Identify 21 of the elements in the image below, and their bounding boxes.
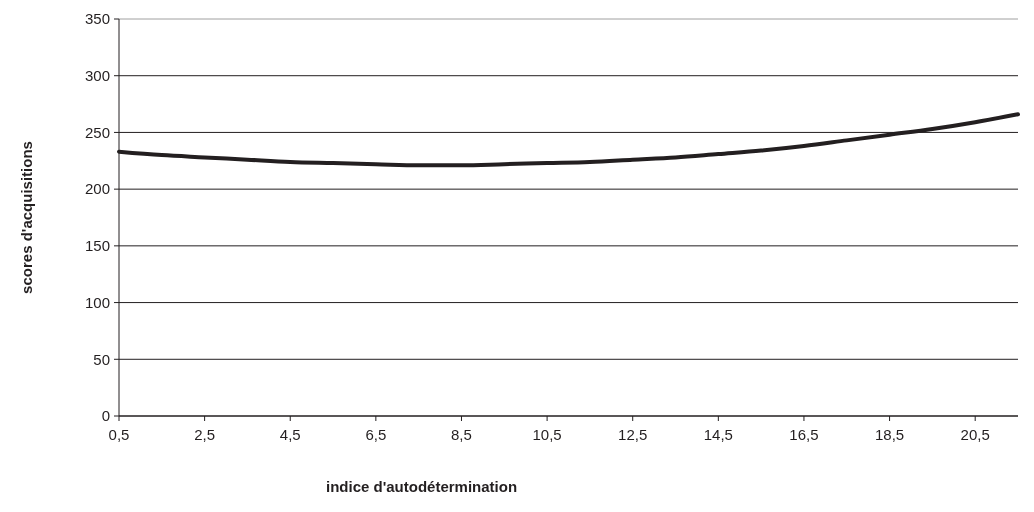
- x-tick-label: 20,5: [960, 426, 990, 443]
- x-tick-label: 4,5: [279, 426, 301, 443]
- y-axis-title: scores d'acquisitions: [18, 141, 35, 294]
- y-tick-label: 50: [93, 350, 110, 368]
- x-tick-label: 0,5: [108, 426, 130, 443]
- x-tick-label: 2,5: [194, 426, 216, 443]
- y-tick-label: 300: [84, 66, 110, 84]
- y-tick-label: 350: [84, 10, 110, 28]
- x-axis-title: indice d'autodétermination: [326, 478, 518, 495]
- y-tick-label: 150: [84, 237, 110, 255]
- y-tick-label: 250: [84, 123, 110, 141]
- y-tick-label: 200: [84, 180, 110, 198]
- y-tick-label: 100: [84, 293, 110, 311]
- x-tick-label: 12,5: [618, 426, 648, 443]
- x-tick-label: 14,5: [703, 426, 733, 443]
- y-tick-label: 0: [101, 407, 110, 425]
- x-tick-label: 8,5: [451, 426, 472, 443]
- x-tick-label: 6,5: [365, 426, 387, 443]
- x-tick-label: 10,5: [532, 426, 562, 443]
- x-tick-label: 16,5: [789, 426, 819, 443]
- x-tick-label: 18,5: [874, 426, 905, 443]
